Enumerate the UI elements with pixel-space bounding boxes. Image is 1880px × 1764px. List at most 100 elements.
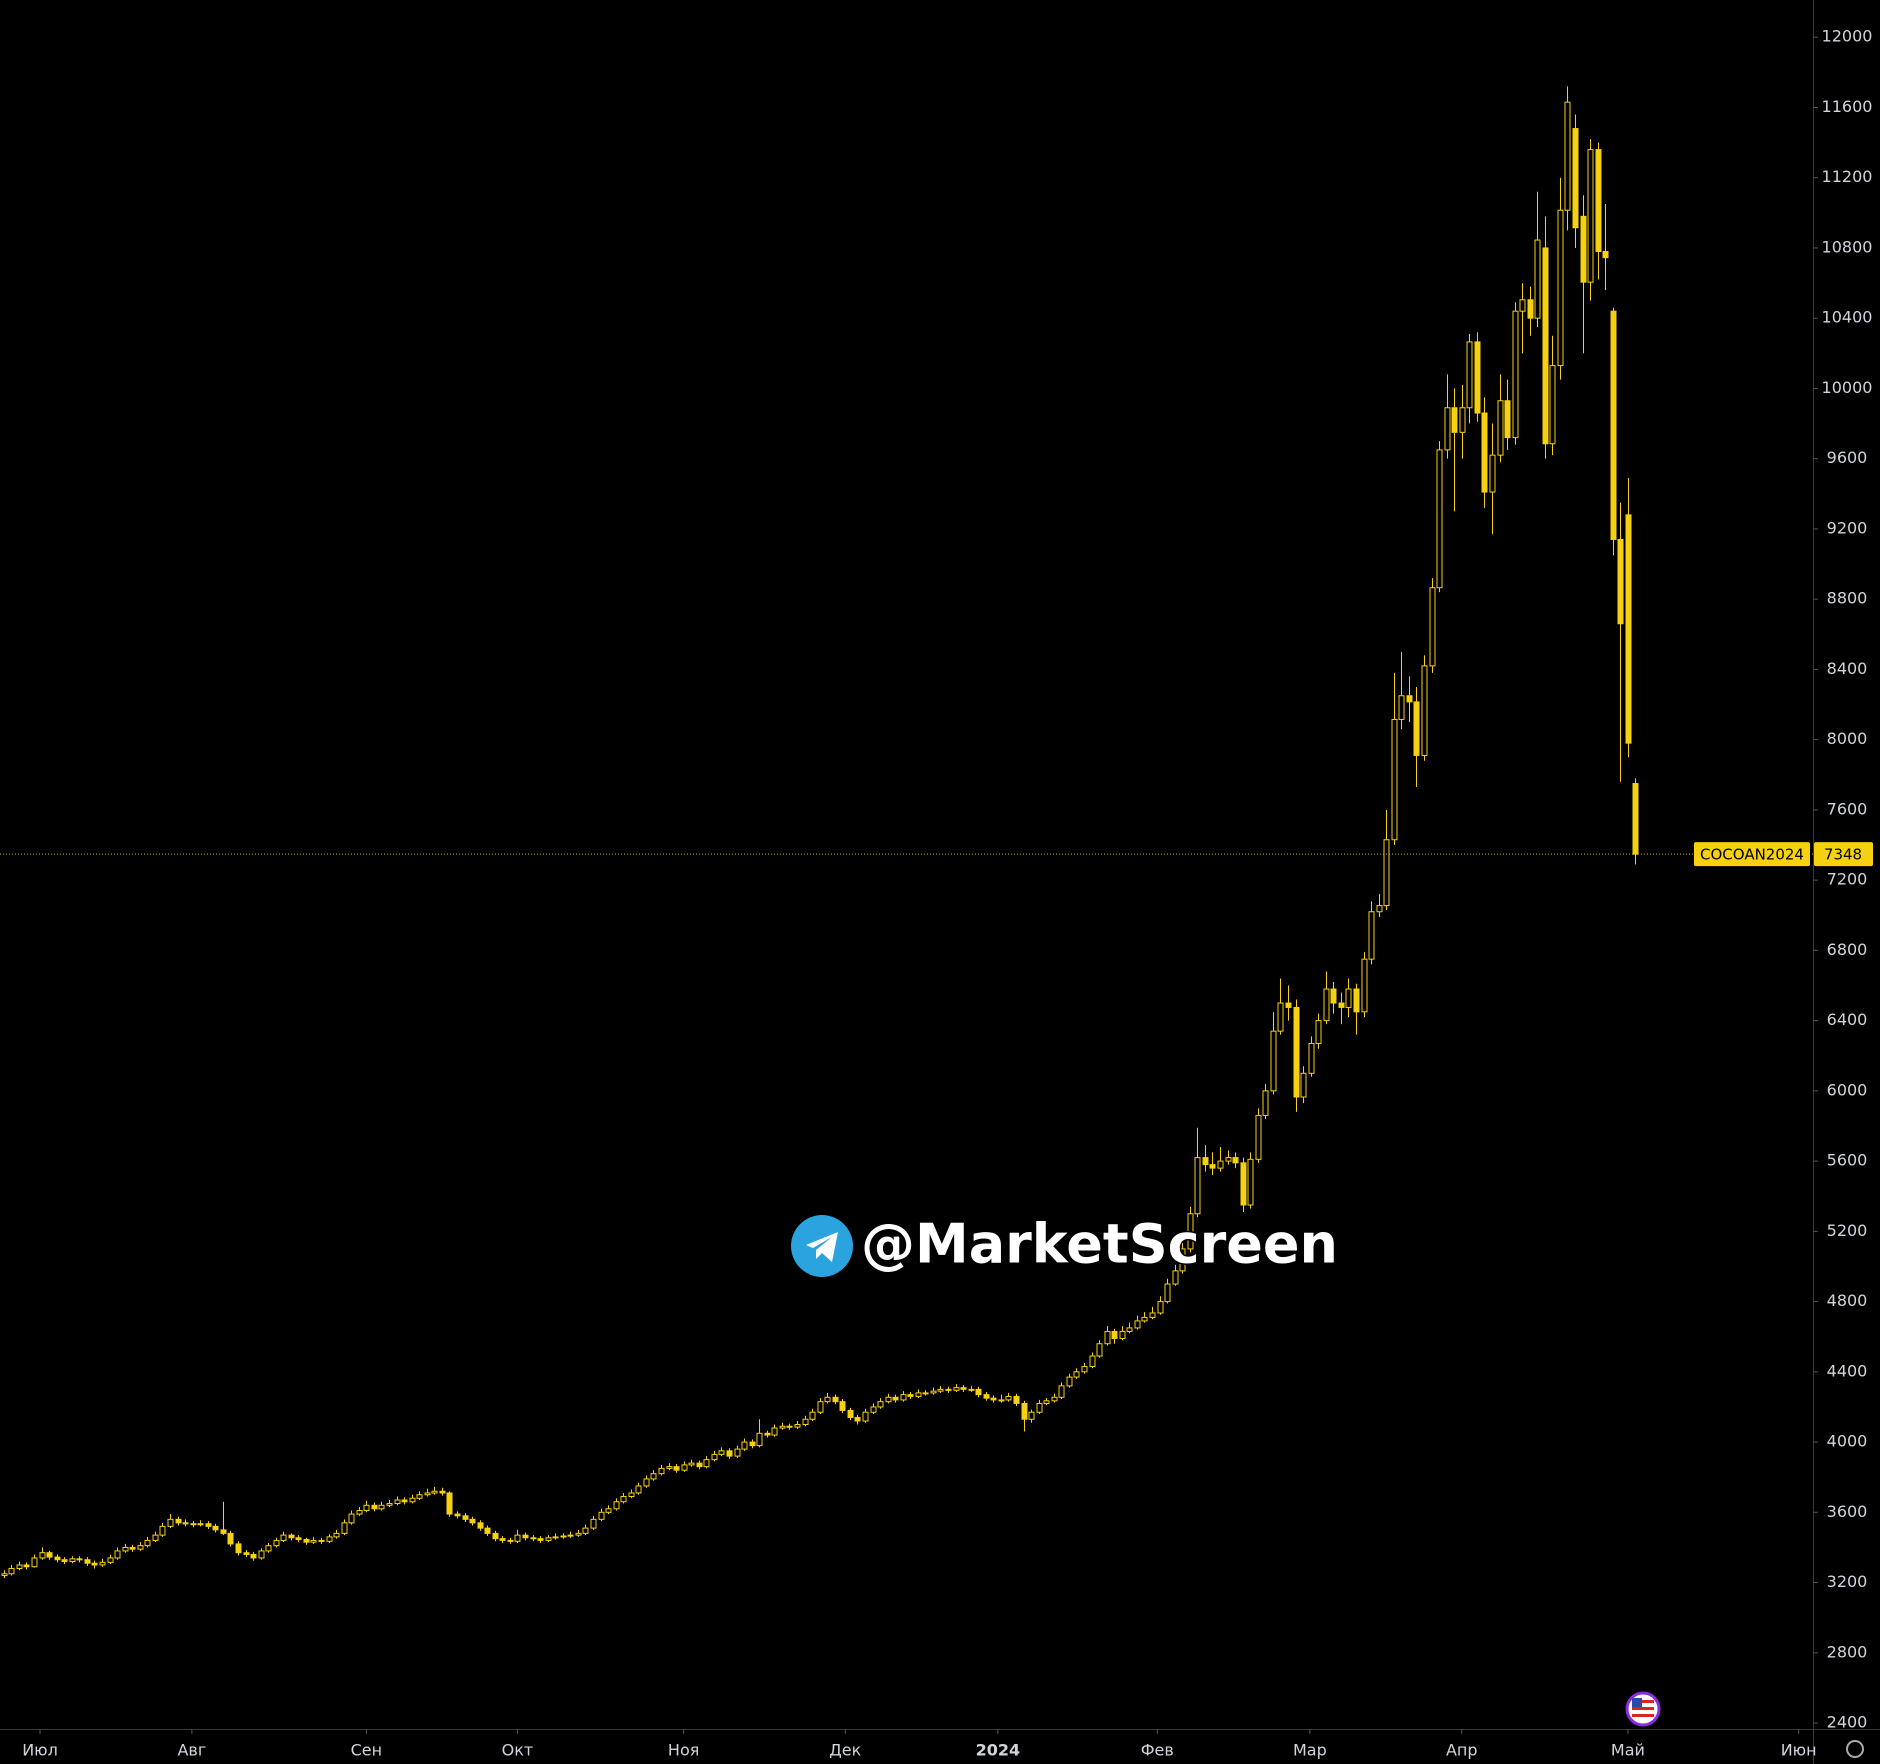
candle-body: [1149, 1312, 1156, 1318]
x-tick-label: Мар: [1293, 1741, 1327, 1760]
flag-stripe: [1632, 1714, 1654, 1717]
candle-body: [69, 1558, 76, 1562]
symbol-tag: [1694, 842, 1810, 867]
candle-body: [817, 1401, 824, 1413]
candle-body: [514, 1534, 521, 1542]
candle-body: [1451, 407, 1458, 433]
candle-body: [1527, 299, 1534, 319]
candle-body: [1179, 1248, 1186, 1272]
candle-body: [1096, 1343, 1103, 1357]
candle-body: [545, 1537, 552, 1541]
candle-body: [454, 1513, 461, 1517]
candle-body: [1512, 310, 1519, 439]
watermark-text: @MarketScreen: [861, 1213, 1338, 1276]
candle-body: [1300, 1072, 1307, 1098]
candle-body: [650, 1473, 657, 1480]
candle-body: [696, 1462, 703, 1468]
candle-body: [1542, 247, 1549, 445]
candle-body: [341, 1522, 348, 1534]
candle-body: [333, 1532, 340, 1538]
candle-body: [205, 1523, 212, 1527]
candle-body: [779, 1425, 786, 1429]
candle-body: [741, 1441, 748, 1450]
y-tick-label: 6800: [1827, 940, 1868, 959]
candle-body: [280, 1534, 287, 1541]
candle-body: [1119, 1330, 1126, 1339]
candle-body: [129, 1546, 136, 1550]
candle-body: [703, 1459, 710, 1468]
settings-icon[interactable]: [1846, 1740, 1864, 1758]
candle-body: [159, 1525, 166, 1536]
candle-body: [1429, 587, 1436, 667]
candle-body: [431, 1490, 438, 1494]
candle-body: [91, 1562, 98, 1566]
candle-body: [1247, 1158, 1254, 1206]
candle-body: [1270, 1030, 1277, 1092]
candle-body: [1157, 1301, 1164, 1314]
candle-body: [605, 1508, 612, 1513]
candle-body: [1262, 1090, 1269, 1116]
candle-body: [378, 1504, 385, 1510]
candle-body: [1111, 1330, 1118, 1339]
candle-body: [756, 1432, 763, 1447]
candle-body: [1330, 988, 1337, 1004]
x-tick-label: Ноя: [668, 1741, 699, 1760]
candle-body: [998, 1399, 1005, 1402]
candle-body: [409, 1497, 416, 1503]
candle-body: [1194, 1157, 1201, 1215]
candle-body: [8, 1567, 15, 1575]
candle-body: [953, 1387, 960, 1391]
candle-body: [54, 1556, 61, 1561]
candle-body: [1081, 1366, 1088, 1373]
candle-body: [122, 1546, 129, 1552]
candle-body: [975, 1388, 982, 1396]
candle-body: [182, 1522, 189, 1525]
y-tick-label: 11200: [1822, 167, 1873, 186]
candle-body: [16, 1564, 23, 1569]
y-tick-label: 10800: [1822, 237, 1873, 256]
candle-body: [1073, 1371, 1080, 1378]
candle-body: [1202, 1157, 1209, 1166]
candle-body: [590, 1518, 597, 1529]
candle-body: [530, 1537, 537, 1540]
candle-body: [786, 1425, 793, 1428]
candle-body: [658, 1467, 665, 1475]
candle-body: [1549, 365, 1556, 445]
candle-body: [620, 1495, 627, 1503]
y-tick-label: 4800: [1827, 1291, 1868, 1310]
candle-body: [1595, 149, 1602, 252]
watermark: @MarketScreen: [791, 1211, 1339, 1277]
candle-body: [31, 1557, 38, 1568]
candle-body: [930, 1390, 937, 1394]
candle-body: [968, 1388, 975, 1391]
candle-body: [832, 1396, 839, 1403]
candle-body: [666, 1466, 673, 1469]
candle-body: [862, 1411, 869, 1422]
candle-body: [318, 1539, 325, 1542]
candle-body: [749, 1441, 756, 1447]
candle-body: [348, 1513, 355, 1524]
candle-body: [1005, 1395, 1012, 1401]
candle-body: [23, 1564, 30, 1568]
candle-body: [1293, 1006, 1300, 1098]
candle-body: [1345, 988, 1352, 1008]
candle-body: [507, 1539, 514, 1542]
candle-body: [764, 1432, 771, 1436]
candle-body: [1557, 209, 1564, 367]
candle-body: [1504, 400, 1511, 439]
x-tick-label: Фев: [1141, 1741, 1174, 1760]
candle-body: [167, 1518, 174, 1527]
candle-body: [1172, 1270, 1179, 1285]
candle-body: [1398, 695, 1405, 720]
candle-body: [99, 1561, 106, 1566]
candle-body: [107, 1557, 114, 1563]
candle-body: [76, 1558, 83, 1561]
price-tag: [1814, 842, 1873, 867]
candle-body: [900, 1394, 907, 1401]
x-tick-label: Дек: [829, 1741, 861, 1760]
candle-body: [484, 1527, 491, 1534]
y-tick-label: 5600: [1827, 1151, 1868, 1170]
candle-body: [937, 1388, 944, 1392]
candle-body: [212, 1525, 219, 1531]
